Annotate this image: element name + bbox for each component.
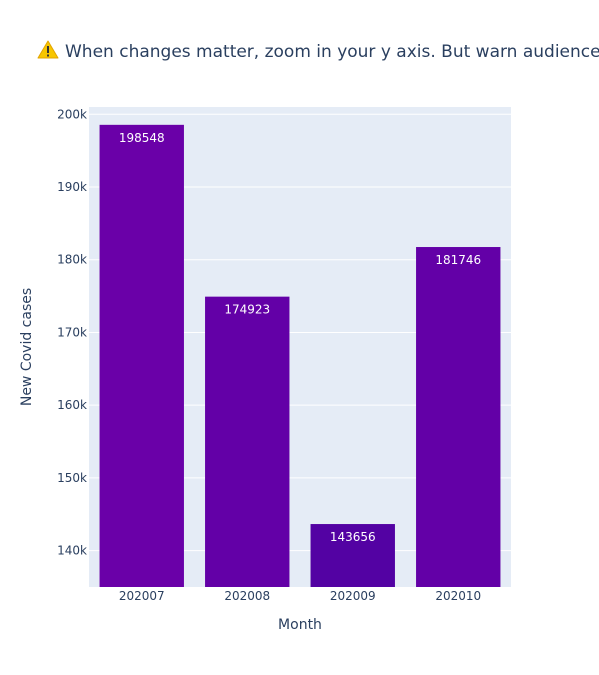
bar-data-label: 143656 [330, 530, 376, 544]
x-tick-label: 202010 [435, 589, 481, 603]
y-tick-label: 150k [57, 471, 87, 485]
bar-data-label: 174923 [224, 303, 270, 317]
y-tick-label: 180k [57, 253, 87, 267]
y-tick-label: 200k [57, 107, 87, 121]
bar[interactable] [99, 124, 184, 587]
bars: 198548 174923 143656 181746 [99, 124, 501, 587]
chart-title-text: When changes matter, zoom in your y axis… [65, 42, 599, 62]
y-tick-label: 140k [57, 544, 87, 558]
x-axis-title: Month [278, 617, 322, 633]
bar-data-label: 181746 [435, 253, 481, 267]
bar[interactable] [310, 524, 395, 587]
bar[interactable] [205, 296, 290, 587]
bar[interactable] [416, 247, 501, 587]
x-tick-label: 202007 [119, 589, 165, 603]
y-axis-title: New Covid cases [19, 288, 35, 406]
warning-icon [37, 40, 59, 66]
y-tick-label: 170k [57, 325, 87, 339]
y-tick-label: 160k [57, 398, 87, 412]
bar-data-label: 198548 [119, 131, 165, 145]
chart-title: When changes matter, zoom in your y axis… [37, 40, 599, 66]
x-tick-label: 202009 [330, 589, 376, 603]
x-axis-ticks: 202007 202008 202009 202010 [119, 589, 481, 603]
y-axis-ticks: 140k 150k 160k 170k 180k 190k 200k [57, 107, 87, 557]
y-tick-label: 190k [57, 180, 87, 194]
x-tick-label: 202008 [224, 589, 270, 603]
